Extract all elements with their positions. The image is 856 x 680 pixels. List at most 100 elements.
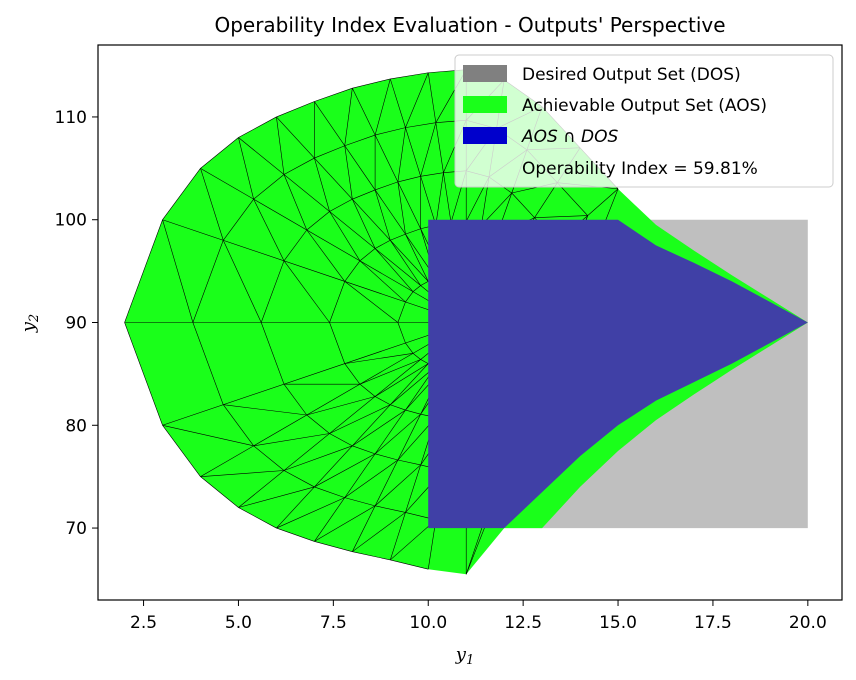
mesh-ring <box>375 181 398 191</box>
mesh-diagonal <box>200 168 224 241</box>
legend-swatch-dos <box>463 65 507 82</box>
mesh-diagonal <box>405 233 429 282</box>
mesh-diagonal <box>390 240 421 286</box>
mesh-ring <box>420 359 429 364</box>
mesh-ring <box>344 134 376 147</box>
mesh-diagonal <box>223 404 307 416</box>
mesh-diagonal <box>374 464 421 507</box>
mesh-diagonal <box>329 211 361 261</box>
mesh-diagonal <box>359 359 421 385</box>
mesh-diagonal <box>344 88 353 146</box>
mesh-ring <box>397 459 421 466</box>
mesh-ring <box>352 189 376 200</box>
x-tick-label: 5.0 <box>225 613 252 633</box>
x-axis-label-sub: 1 <box>466 653 474 668</box>
mesh-edge <box>352 551 391 561</box>
mesh-ring <box>352 445 376 455</box>
mesh-ring <box>397 301 406 323</box>
x-axis-label: y1 <box>455 644 474 668</box>
x-tick-label: 12.5 <box>504 613 542 633</box>
legend-label-intersection: AOS ∩ DOS <box>521 127 619 147</box>
mesh-edge <box>276 527 315 542</box>
mesh-diagonal <box>306 396 376 416</box>
mesh-ring <box>412 353 421 360</box>
mesh-diagonal <box>374 363 429 397</box>
mesh-diagonal <box>435 172 444 226</box>
mesh-diagonal <box>344 145 353 200</box>
mesh-ring <box>397 322 406 344</box>
mesh-ring <box>405 122 436 128</box>
mesh-diagonal <box>344 459 399 498</box>
mesh-ring <box>283 229 308 262</box>
mesh-diagonal <box>344 281 399 323</box>
mesh-ring <box>405 342 414 354</box>
mesh-ring <box>260 260 285 323</box>
mesh-diagonal <box>222 240 262 323</box>
y-tick-label: 100 <box>55 211 87 231</box>
mesh-diagonal <box>314 157 330 212</box>
y-tick-label: 110 <box>55 108 87 128</box>
mesh-ring <box>260 322 285 385</box>
mesh-ring <box>192 322 224 405</box>
x-tick-label: 20.0 <box>789 613 827 633</box>
mesh-ring <box>253 445 285 471</box>
mesh-diagonal <box>534 215 588 218</box>
mesh-edge <box>124 219 163 323</box>
x-tick-label: 17.5 <box>694 613 732 633</box>
x-tick-label: 15.0 <box>599 613 637 633</box>
mesh-diagonal <box>283 174 308 231</box>
chart-title: Operability Index Evaluation - Outputs' … <box>214 13 725 37</box>
mesh-ray <box>162 322 467 426</box>
mesh-ray <box>200 168 467 323</box>
mesh-ring <box>375 127 406 136</box>
mesh-diagonal <box>405 72 429 128</box>
legend-swatch-aos <box>463 96 507 113</box>
mesh-diagonal <box>420 122 437 177</box>
mesh-edge <box>276 101 315 118</box>
mesh-ring <box>397 176 421 183</box>
mesh-ring <box>359 383 376 397</box>
mesh-edge <box>124 322 163 426</box>
mesh-diagonal <box>238 486 315 508</box>
y-axis: 70 80 90 100 110 <box>55 108 98 539</box>
mesh-edge <box>162 168 201 220</box>
y-tick-label: 70 <box>65 519 87 539</box>
mesh-ring <box>314 486 345 498</box>
mesh-diagonal <box>374 189 391 241</box>
mesh-ray <box>162 219 467 323</box>
mesh-ring <box>329 322 346 364</box>
mesh-diagonal <box>314 453 376 488</box>
mesh-diagonal <box>329 404 391 434</box>
mesh-ring <box>405 409 421 415</box>
mesh-diagonal <box>359 260 406 303</box>
mesh-diagonal <box>162 424 254 447</box>
mesh-diagonal <box>200 470 285 477</box>
legend-box <box>454 54 834 188</box>
mesh-ring <box>359 248 376 262</box>
mesh-ring <box>375 505 406 513</box>
mesh-ring <box>405 228 421 235</box>
mesh-edge <box>390 72 429 80</box>
mesh-diagonal <box>352 199 376 249</box>
mesh-ring <box>283 470 315 488</box>
x-tick-label: 7.5 <box>320 613 347 633</box>
mesh-edge <box>314 87 353 102</box>
mesh-ring <box>306 211 330 231</box>
mesh-diagonal <box>283 445 353 471</box>
mesh-diagonal <box>374 248 414 292</box>
mesh-edge <box>238 116 277 138</box>
mesh-ring <box>283 157 315 175</box>
mesh-diagonal <box>276 497 345 529</box>
y-tick-label: 80 <box>65 416 87 436</box>
mesh-edge <box>238 507 277 529</box>
mesh-ring <box>329 198 353 212</box>
mesh-diagonal <box>374 78 391 136</box>
legend-label-dos: Desired Output Set (DOS) <box>522 65 741 85</box>
intersection-region <box>428 219 808 529</box>
mesh-diagonal <box>344 353 414 364</box>
mesh-ring <box>412 285 421 292</box>
mesh-diagonal <box>352 512 406 552</box>
mesh-diagonal <box>253 433 330 447</box>
y-axis-label-main: y <box>18 321 39 333</box>
mesh-ring <box>329 433 353 447</box>
